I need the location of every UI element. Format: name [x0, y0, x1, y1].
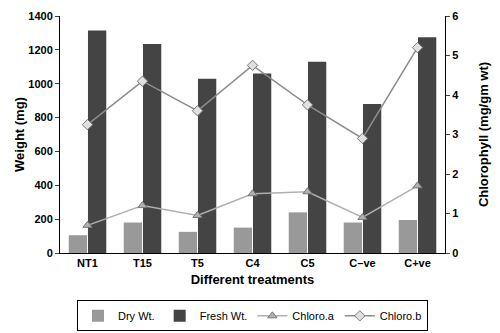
- svg-text:Chlorophyll (mg/gm wt): Chlorophyll (mg/gm wt): [476, 62, 491, 207]
- svg-text:600: 600: [34, 145, 52, 157]
- svg-text:C5: C5: [300, 257, 314, 269]
- svg-text:Dry Wt.: Dry Wt.: [118, 310, 155, 322]
- svg-text:0: 0: [452, 247, 458, 259]
- svg-text:1200: 1200: [28, 44, 52, 56]
- svg-text:6: 6: [452, 10, 458, 22]
- svg-text:1: 1: [452, 207, 458, 219]
- svg-text:5: 5: [452, 49, 458, 61]
- svg-text:T15: T15: [133, 257, 152, 269]
- svg-text:Chloro.b: Chloro.b: [380, 310, 422, 322]
- svg-text:4: 4: [452, 89, 459, 101]
- svg-text:C+ve: C+ve: [404, 257, 431, 269]
- svg-text:1400: 1400: [28, 10, 52, 22]
- svg-text:2: 2: [452, 168, 458, 180]
- svg-text:800: 800: [34, 111, 52, 123]
- svg-text:400: 400: [34, 179, 52, 191]
- svg-text:T5: T5: [191, 257, 204, 269]
- svg-text:200: 200: [34, 213, 52, 225]
- svg-text:Chloro.a: Chloro.a: [292, 310, 334, 322]
- svg-text:NT1: NT1: [77, 257, 98, 269]
- svg-text:3: 3: [452, 128, 458, 140]
- svg-text:0: 0: [47, 247, 53, 259]
- svg-text:Different treatments: Different treatments: [191, 272, 315, 287]
- svg-text:Fresh Wt.: Fresh Wt.: [200, 310, 248, 322]
- svg-text:1000: 1000: [28, 78, 52, 90]
- svg-text:C–ve: C–ve: [349, 257, 375, 269]
- svg-text:Weight (mg): Weight (mg): [12, 97, 27, 172]
- svg-text:C4: C4: [245, 257, 260, 269]
